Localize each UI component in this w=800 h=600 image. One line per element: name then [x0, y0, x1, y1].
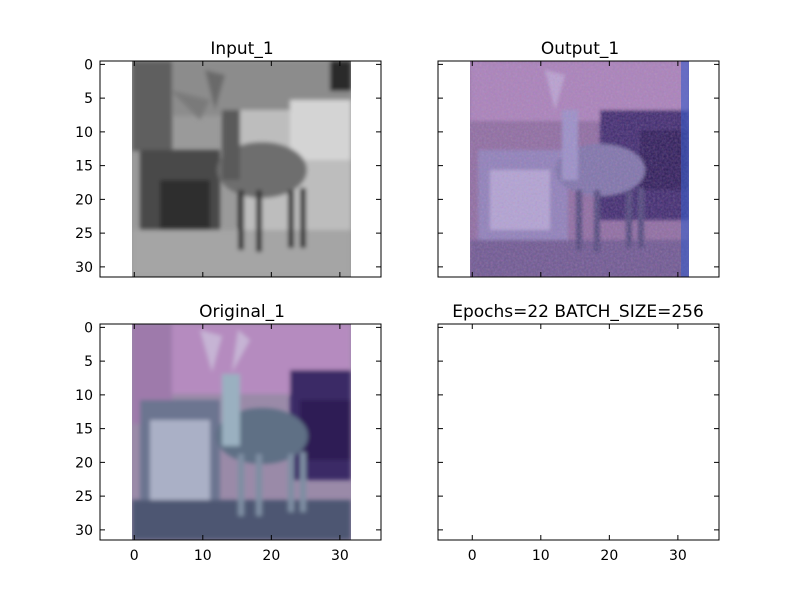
y-tick-label: 25 — [75, 226, 93, 242]
image-output — [470, 61, 689, 277]
image-original — [132, 324, 351, 540]
panel-output: Output_1 — [437, 39, 720, 278]
panel-title-info: Epochs=22 BATCH_SIZE=256 — [452, 302, 704, 322]
panel-title-original: Original_1 — [199, 302, 285, 322]
axes-frame-output — [437, 60, 720, 278]
panel-title-output: Output_1 — [541, 39, 619, 59]
y-tick-label: 10 — [75, 388, 93, 404]
axes-frame-info — [437, 323, 720, 541]
y-tick-label: 10 — [75, 125, 93, 141]
y-tick-label: 5 — [84, 91, 93, 107]
tick-group-info: 0 10 20 30 — [438, 324, 719, 564]
x-tick-label: 10 — [194, 548, 212, 564]
axes-frame-original — [99, 323, 382, 541]
y-tick-label: 30 — [75, 523, 93, 539]
y-tick-label: 0 — [84, 57, 93, 73]
y-tick-label: 20 — [75, 192, 93, 208]
x-tick-label: 10 — [532, 548, 550, 564]
x-tick-label: 0 — [468, 548, 477, 564]
y-tick-label: 0 — [84, 320, 93, 336]
x-tick-label: 0 — [130, 548, 139, 564]
tick-group-original: 0 10 20 30 0 5 10 15 20 25 30 — [75, 320, 381, 564]
y-tick-label: 5 — [84, 354, 93, 370]
panel-title-input: Input_1 — [210, 39, 273, 59]
x-tick-label: 20 — [600, 548, 618, 564]
y-tick-label: 20 — [75, 455, 93, 471]
y-tick-label: 15 — [75, 422, 93, 438]
panel-input: Input_1 0 5 10 15 20 — [75, 39, 382, 278]
y-tick-label: 15 — [75, 159, 93, 175]
x-tick-label: 20 — [262, 548, 280, 564]
panel-info: Epochs=22 BATCH_SIZE=256 0 10 20 30 — [437, 302, 720, 564]
tick-group-output — [438, 61, 719, 277]
tick-group-input: 0 5 10 15 20 25 30 — [75, 57, 381, 277]
x-tick-label: 30 — [669, 548, 687, 564]
y-tick-label: 30 — [75, 260, 93, 276]
axes-frame-input — [99, 60, 382, 278]
image-input — [132, 61, 351, 277]
x-tick-label: 30 — [331, 548, 349, 564]
y-tick-label: 25 — [75, 489, 93, 505]
